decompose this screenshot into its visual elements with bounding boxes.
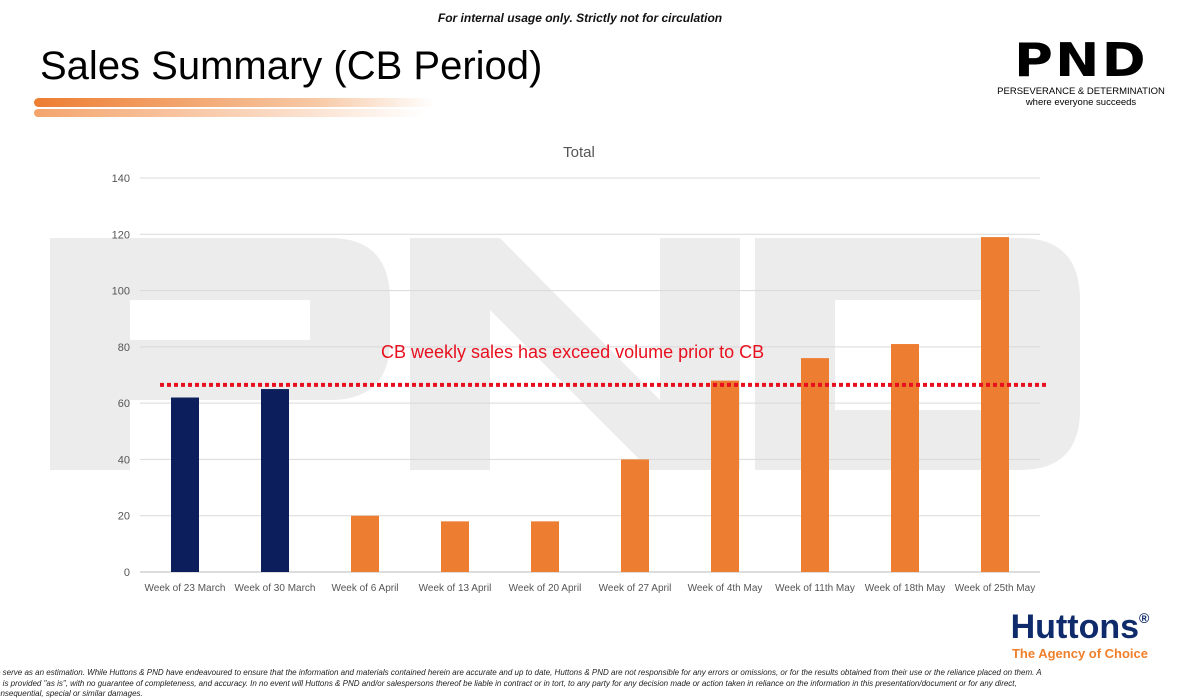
disclaimer: e serve as an estimation. While Huttons … — [0, 668, 1191, 700]
x-tick-label: Week of 30 March — [235, 583, 316, 594]
x-tick-label: Week of 20 April — [509, 583, 582, 594]
y-tick-label: 60 — [118, 398, 130, 410]
disclaimer-line: onsequential, special or similar damages… — [0, 689, 143, 698]
x-tick-label: Week of 11th May — [775, 583, 855, 594]
watermark-letter-p — [50, 238, 390, 470]
chart-annotation: CB weekly sales has exceed volume prior … — [381, 342, 764, 362]
x-tick-label: Week of 18th May — [865, 583, 945, 594]
huttons-logo: Huttons® The Agency of Choice — [985, 608, 1175, 661]
internal-notice: For internal usage only. Strictly not fo… — [437, 11, 723, 25]
bar — [531, 521, 559, 572]
y-tick-label: 140 — [112, 173, 130, 185]
bar — [261, 389, 289, 572]
x-tick-label: Week of 6 April — [331, 583, 398, 594]
title-underline-swoosh-2 — [34, 109, 424, 117]
disclaimer-line: n is provided "as is", with no guarantee… — [0, 678, 1017, 688]
bar — [621, 459, 649, 572]
pnd-subtagline: where everyone succeeds — [1025, 97, 1137, 108]
title-underline-swoosh — [34, 98, 434, 107]
bar — [351, 515, 379, 572]
x-tick-label: Week of 25th May — [955, 583, 1035, 594]
y-tick-label: 120 — [112, 229, 130, 241]
y-tick-label: 40 — [118, 454, 130, 466]
y-tick-label: 80 — [118, 342, 130, 354]
page-title: Sales Summary (CB Period) — [40, 44, 543, 88]
x-tick-label: Week of 27 April — [599, 583, 672, 594]
x-tick-label: Week of 23 March — [145, 583, 226, 594]
bar — [801, 358, 829, 572]
registered-mark: ® — [1139, 610, 1150, 626]
y-tick-label: 0 — [124, 567, 130, 579]
pnd-tagline: PERSEVERANCE & DETERMINATION — [997, 86, 1165, 97]
bar — [891, 344, 919, 572]
huttons-name: Huttons — [1010, 608, 1140, 646]
pnd-logo: PND PERSEVERANCE & DETERMINATION where e… — [996, 34, 1166, 108]
x-tick-label: Week of 4th May — [688, 583, 763, 594]
watermark-letter-n — [410, 238, 740, 470]
chart-title: Total — [563, 144, 595, 161]
huttons-tagline: The Agency of Choice — [1011, 646, 1149, 661]
bar — [441, 521, 469, 572]
y-tick-label: 20 — [118, 511, 130, 523]
pnd-logo-text: PND — [1014, 33, 1148, 87]
x-tick-label: Week of 13 April — [419, 583, 492, 594]
y-tick-label: 100 — [112, 286, 130, 298]
bar — [711, 380, 739, 572]
disclaimer-line: e serve as an estimation. While Huttons … — [0, 668, 1042, 677]
bar — [981, 237, 1009, 572]
bar — [171, 397, 199, 572]
